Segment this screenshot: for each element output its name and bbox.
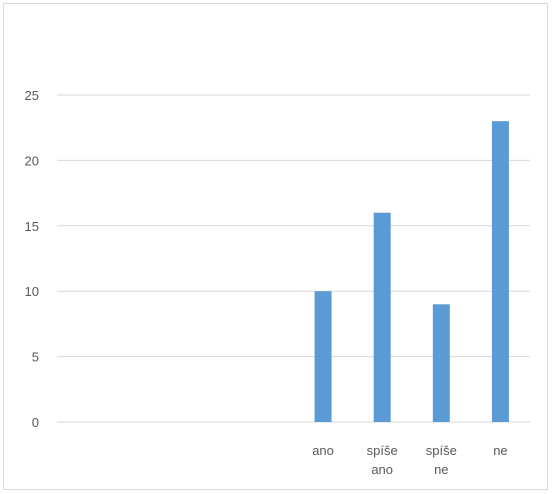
y-tick-label-25: 25 <box>25 88 39 103</box>
y-tick-labels: 0 5 10 15 20 25 <box>25 88 39 430</box>
y-tick-label-10: 10 <box>25 284 39 299</box>
chart-frame <box>3 3 548 490</box>
bar-ne <box>491 121 509 422</box>
x-category-label-spíše-ano: spíše ano <box>367 443 398 477</box>
y-tick-label-15: 15 <box>25 219 39 234</box>
bars <box>314 121 509 422</box>
x-category-labels: ano spíše ano spíše ne ne <box>312 443 507 477</box>
x-category-label-ano: ano <box>312 443 334 458</box>
bar-spíše-ne <box>432 304 450 422</box>
y-tick-label-20: 20 <box>25 153 39 168</box>
bar-spíše-ano <box>373 212 391 422</box>
gridlines <box>57 94 530 423</box>
x-category-label-ne: ne <box>493 443 507 458</box>
y-tick-label-5: 5 <box>32 350 39 365</box>
x-category-label-spíše-ne: spíše ne <box>426 443 457 477</box>
y-tick-label-0: 0 <box>32 415 39 430</box>
bar-ano <box>314 291 332 422</box>
